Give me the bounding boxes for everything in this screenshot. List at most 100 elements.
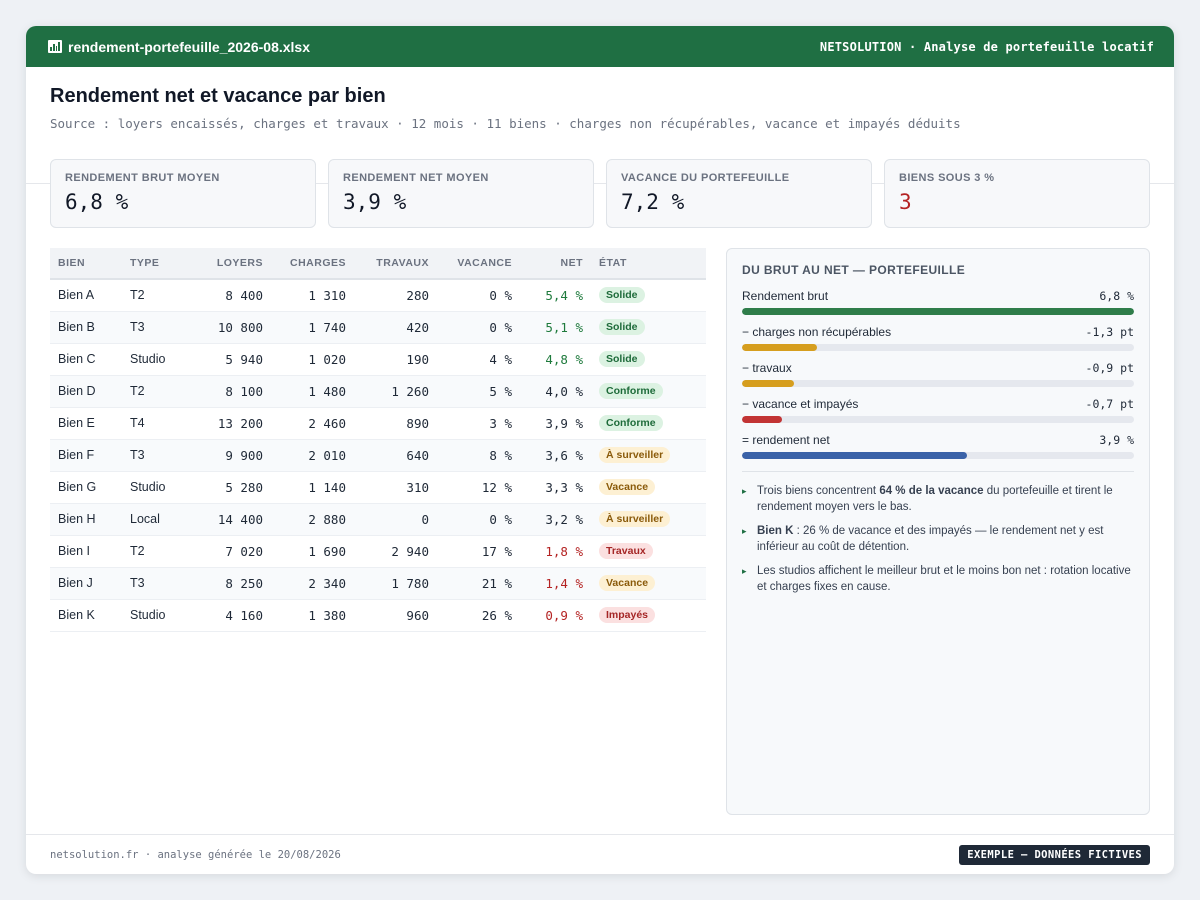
table-row[interactable]: Bien C Studio 5 940 1 020 190 4 % 4,8 % Solide bbox=[50, 343, 706, 376]
table-row[interactable]: Bien B T3 10 800 1 740 420 0 % 5,1 % Solide bbox=[50, 311, 706, 344]
kpi-card-gross-yield: RENDEMENT BRUT MOYEN 6,8 % bbox=[50, 159, 316, 228]
column-header[interactable]: BIEN bbox=[50, 248, 122, 280]
table-row[interactable]: Bien E T4 13 200 2 460 890 3 % 3,9 % Conforme bbox=[50, 407, 706, 440]
cell-charges: 1 310 bbox=[271, 279, 354, 312]
cell-charges: 1 020 bbox=[271, 343, 354, 376]
breakdown-bar-row: − charges non récupérables -1,3 pt bbox=[742, 325, 1134, 351]
bar-label: − travaux bbox=[742, 361, 792, 375]
cell-loyers: 5 940 bbox=[188, 343, 271, 376]
cell-travaux: 960 bbox=[354, 599, 437, 632]
cell-loyers: 14 400 bbox=[188, 503, 271, 536]
cell-net: 0,9 % bbox=[520, 599, 591, 632]
kpi-card-net-yield: RENDEMENT NET MOYEN 3,9 % bbox=[328, 159, 594, 228]
cell-type: T3 bbox=[122, 567, 188, 600]
bar-label: Rendement brut bbox=[742, 289, 829, 303]
kpi-card-vacancy: VACANCE DU PORTEFEUILLE 7,2 % bbox=[606, 159, 872, 228]
insight-item: ▸ Les studios affichent le meilleur brut … bbox=[742, 563, 1134, 595]
kpi-label: VACANCE DU PORTEFEUILLE bbox=[621, 172, 790, 184]
breakdown-bar-row: = rendement net 3,9 % bbox=[742, 433, 1134, 459]
footer: netsolution.fr · analyse générée le 20/0… bbox=[26, 834, 1174, 874]
bullet-icon: ▸ bbox=[742, 566, 747, 576]
cell-charges: 2 010 bbox=[271, 439, 354, 472]
cell-net: 1,4 % bbox=[520, 567, 591, 600]
cell-charges: 1 740 bbox=[271, 311, 354, 344]
page-title: Rendement net et vacance par bien bbox=[50, 85, 386, 107]
column-header[interactable]: ÉTAT bbox=[591, 248, 706, 280]
column-header[interactable]: NET bbox=[520, 248, 591, 280]
cell-bien: Bien J bbox=[50, 567, 122, 600]
cell-etat: Conforme bbox=[591, 375, 706, 408]
table-row[interactable]: Bien I T2 7 020 1 690 2 940 17 % 1,8 % Travaux bbox=[50, 535, 706, 568]
cell-net: 3,2 % bbox=[520, 503, 591, 536]
insight-text: du portefeuille et tirent le rendement m… bbox=[757, 485, 1113, 513]
cell-loyers: 9 900 bbox=[188, 439, 271, 472]
cell-travaux: 1 260 bbox=[354, 375, 437, 408]
spreadsheet-icon bbox=[48, 40, 62, 53]
table-row[interactable]: Bien A T2 8 400 1 310 280 0 % 5,4 % Solide bbox=[50, 279, 706, 312]
column-header[interactable]: VACANCE bbox=[437, 248, 520, 280]
cell-travaux: 0 bbox=[354, 503, 437, 536]
cell-bien: Bien G bbox=[50, 471, 122, 504]
bar-value: -0,9 pt bbox=[1085, 361, 1134, 375]
bar-fill bbox=[742, 308, 1134, 315]
kpi-label: BIENS SOUS 3 % bbox=[899, 172, 995, 184]
column-header[interactable]: CHARGES bbox=[271, 248, 354, 280]
bar-fill bbox=[742, 380, 794, 387]
cell-type: T3 bbox=[122, 439, 188, 472]
cell-vacance: 21 % bbox=[437, 567, 520, 600]
breakdown-bar-row: Rendement brut 6,8 % bbox=[742, 289, 1134, 315]
cell-type: T2 bbox=[122, 375, 188, 408]
cell-vacance: 0 % bbox=[437, 311, 520, 344]
column-header[interactable]: TRAVAUX bbox=[354, 248, 437, 280]
column-header[interactable]: LOYERS bbox=[188, 248, 271, 280]
bar-label: − charges non récupérables bbox=[742, 325, 892, 339]
bar-value: -0,7 pt bbox=[1085, 397, 1134, 411]
table-header-row: BIEN TYPE LOYERS CHARGES TRAVAUX VACANCE… bbox=[50, 248, 706, 280]
kpi-value: 7,2 % bbox=[621, 190, 685, 214]
cell-net: 3,6 % bbox=[520, 439, 591, 472]
table-row[interactable]: Bien D T2 8 100 1 480 1 260 5 % 4,0 % Conforme bbox=[50, 375, 706, 408]
divider bbox=[742, 471, 1134, 472]
cell-travaux: 890 bbox=[354, 407, 437, 440]
status-badge: Travaux bbox=[599, 543, 653, 559]
cell-charges: 2 340 bbox=[271, 567, 354, 600]
cell-etat: Solide bbox=[591, 279, 706, 312]
cell-bien: Bien H bbox=[50, 503, 122, 536]
cell-etat: Vacance bbox=[591, 567, 706, 600]
cell-charges: 1 690 bbox=[271, 535, 354, 568]
page-header: Rendement net et vacance par bien Source… bbox=[26, 67, 1174, 184]
bar-fill bbox=[742, 452, 967, 459]
cell-loyers: 10 800 bbox=[188, 311, 271, 344]
cell-vacance: 0 % bbox=[437, 279, 520, 312]
table-row[interactable]: Bien G Studio 5 280 1 140 310 12 % 3,3 % Vacanc… bbox=[50, 471, 706, 504]
insight-text: : 26 % de vacance et des impayés — le re… bbox=[757, 525, 1104, 553]
bar-value: -1,3 pt bbox=[1085, 325, 1134, 339]
table-row[interactable]: Bien F T3 9 900 2 010 640 8 % 3,6 % À surveille… bbox=[50, 439, 706, 472]
column-header[interactable]: TYPE bbox=[122, 248, 188, 280]
table-row[interactable]: Bien K Studio 4 160 1 380 960 26 % 0,9 % Impayé… bbox=[50, 599, 706, 632]
insights-list: ▸ Trois biens concentrent 64 % de la vaca… bbox=[742, 483, 1134, 595]
cell-vacance: 3 % bbox=[437, 407, 520, 440]
status-badge: Vacance bbox=[599, 575, 656, 591]
file-title: rendement-portefeuille_2026-08.xlsx bbox=[48, 39, 310, 55]
bar-track bbox=[742, 416, 1134, 423]
cell-charges: 1 480 bbox=[271, 375, 354, 408]
table-row[interactable]: Bien H Local 14 400 2 880 0 0 % 3,2 % À surveil… bbox=[50, 503, 706, 536]
cell-loyers: 8 250 bbox=[188, 567, 271, 600]
breakdown-bar-row: − vacance et impayés -0,7 pt bbox=[742, 397, 1134, 423]
app-label: NETSOLUTION · Analyse de portefeuille lo… bbox=[819, 39, 1154, 54]
insight-text: Les studios affichent le meilleur brut e… bbox=[757, 565, 1131, 593]
page-subtitle: Source : loyers encaissés, charges et tr… bbox=[50, 116, 961, 131]
cell-bien: Bien K bbox=[50, 599, 122, 632]
bar-value: 6,8 % bbox=[1099, 289, 1134, 303]
kpi-label: RENDEMENT BRUT MOYEN bbox=[65, 172, 220, 184]
cell-loyers: 8 400 bbox=[188, 279, 271, 312]
kpi-value: 3 bbox=[899, 190, 912, 214]
status-badge: Solide bbox=[599, 287, 645, 304]
table-row[interactable]: Bien J T3 8 250 2 340 1 780 21 % 1,4 % Vacance bbox=[50, 567, 706, 600]
kpi-value: 3,9 % bbox=[343, 190, 407, 214]
properties-table-container: BIEN TYPE LOYERS CHARGES TRAVAUX VACANCE… bbox=[50, 248, 706, 632]
bar-fill bbox=[742, 416, 783, 423]
filename: rendement-portefeuille_2026-08.xlsx bbox=[68, 38, 310, 55]
bar-label: − vacance et impayés bbox=[742, 397, 859, 411]
